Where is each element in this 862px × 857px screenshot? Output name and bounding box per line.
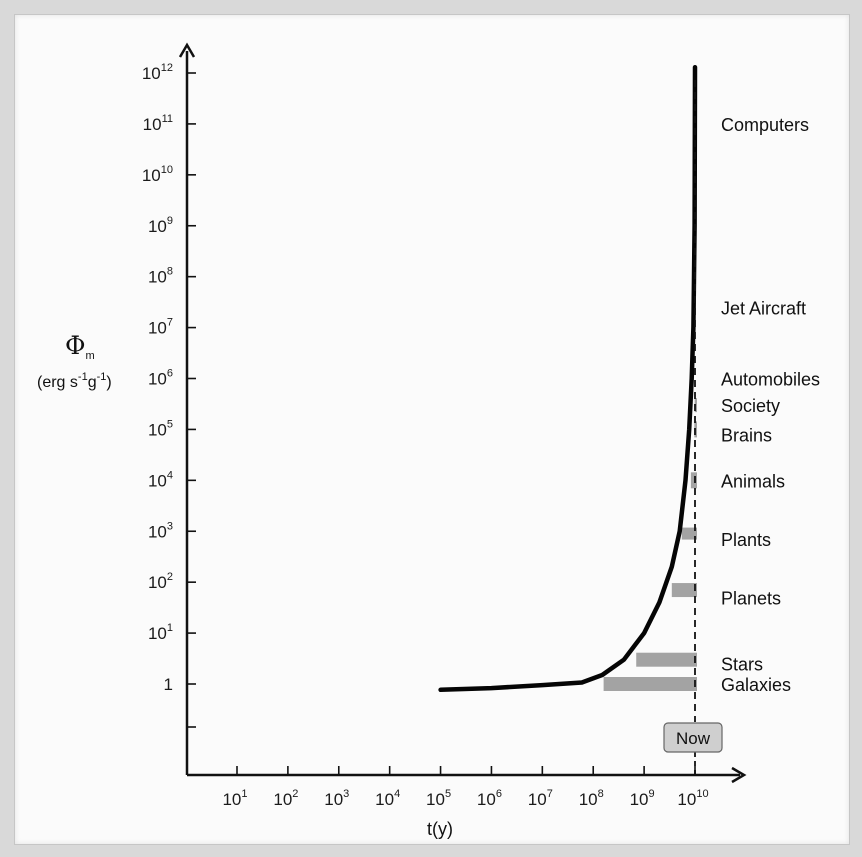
x-tick-label: 104 xyxy=(375,788,400,809)
x-axis-label: t(y) xyxy=(427,819,453,839)
y-tick-label: 107 xyxy=(148,317,173,338)
x-tick-label: 1010 xyxy=(677,788,708,809)
y-tick-label: 106 xyxy=(148,368,173,389)
y-tick-label: 101 xyxy=(148,622,173,643)
x-tick-label: 103 xyxy=(324,788,349,809)
now-label: Now xyxy=(676,729,711,748)
band-animals xyxy=(690,472,697,489)
band-stars xyxy=(636,652,697,667)
plot-panel xyxy=(14,14,850,845)
x-tick-label: 108 xyxy=(579,788,604,809)
x-tick-label: 105 xyxy=(426,788,451,809)
y-tick-label: 1012 xyxy=(142,62,173,83)
y-tick-label: 103 xyxy=(148,520,173,541)
annotation-animals: Animals xyxy=(721,471,785,491)
axes-layer xyxy=(178,42,747,784)
y-axis-label-units: (erg s-1g-1) xyxy=(37,371,112,391)
x-axis-arrow xyxy=(731,766,747,784)
annotation-jet-aircraft: Jet Aircraft xyxy=(721,298,806,318)
x-tick-label: 102 xyxy=(273,788,298,809)
series-line xyxy=(438,64,698,693)
annotation-computers: Computers xyxy=(721,115,809,135)
now-box xyxy=(663,722,723,753)
ticks-layer: 1 101 102 103 104 105 106 107 108 109 1010 1011 1012… xyxy=(142,62,709,809)
y-tick-label: 108 xyxy=(148,266,173,287)
annotation-automobiles: Automobiles xyxy=(721,370,820,390)
x-tick-label: 101 xyxy=(222,788,247,809)
axis-labels-layer: Φm (erg s-1g-1) t(y) xyxy=(37,331,453,839)
annotation-brains: Brains xyxy=(721,425,772,445)
annotations-layer: Computers Jet Aircraft Automobiles Society B… xyxy=(721,115,820,695)
y-axis-label-symbol: Φm xyxy=(65,331,95,362)
now-layer: Now xyxy=(663,80,723,775)
y-tick-label: 1010 xyxy=(142,164,173,185)
y-axis-arrow xyxy=(178,42,196,58)
y-tick-label: 105 xyxy=(148,418,173,439)
annotation-planets: Planets xyxy=(721,588,781,608)
y-tick-label: 102 xyxy=(148,571,173,592)
curve-layer xyxy=(438,64,698,693)
x-tick-label: 109 xyxy=(630,788,655,809)
band-planets xyxy=(671,583,697,598)
y-tick-label: 1 xyxy=(164,675,173,694)
band-galaxies xyxy=(603,677,697,691)
y-tick-label: 1011 xyxy=(143,113,173,134)
annotation-society: Society xyxy=(721,396,780,416)
x-tick-label: 106 xyxy=(477,788,502,809)
x-tick-label: 107 xyxy=(528,788,553,809)
y-tick-label: 104 xyxy=(148,469,173,490)
band-plants xyxy=(681,527,697,540)
annotation-stars: Stars xyxy=(721,655,763,675)
annotation-plants: Plants xyxy=(721,530,771,550)
annotation-galaxies: Galaxies xyxy=(721,675,791,695)
y-tick-label: 109 xyxy=(148,215,173,236)
bands-layer xyxy=(603,398,697,691)
